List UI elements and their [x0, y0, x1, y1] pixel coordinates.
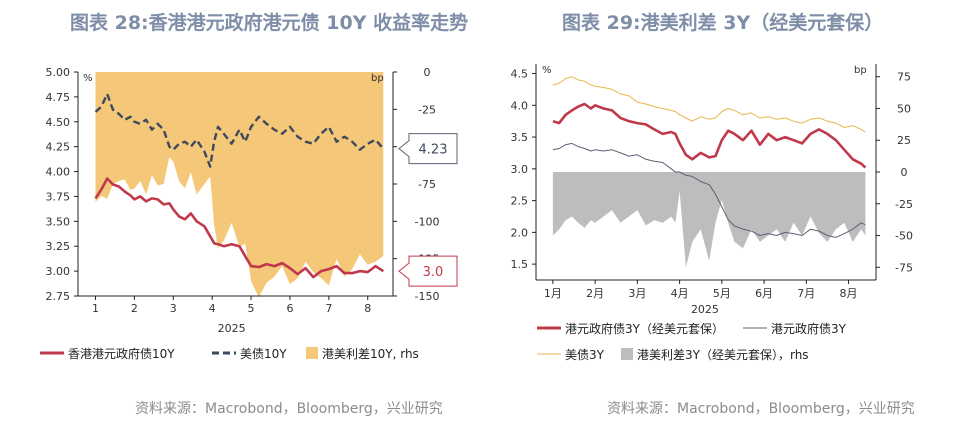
- x-tick-label: 3月: [628, 287, 646, 300]
- x-tick-label: 3: [170, 302, 177, 315]
- legend-spread-3y-swatch: [621, 348, 633, 360]
- spread-10y-area: [95, 72, 384, 298]
- hk-10y-callout-box: [398, 255, 458, 287]
- left-chart-title: 图表 28:香港港元政府港元债 10Y 收益率走势: [70, 12, 469, 34]
- spread-3y-area: [552, 172, 866, 268]
- right-chart-title: 图表 29:港美利差 3Y（经美元套保）: [562, 12, 884, 34]
- y-tick-label: 3.5: [511, 131, 529, 144]
- y2-tick-label: -25: [895, 198, 913, 211]
- y-tick-label: 4.25: [46, 141, 71, 154]
- x-tick-label: 6月: [755, 287, 773, 300]
- x-year-label: 2025: [218, 322, 246, 335]
- y2-tick-label: -100: [415, 215, 440, 228]
- y-tick-label: 3.0: [511, 163, 529, 176]
- right-chart: 4.5 4.0 3.5 3.0 2.5 2.0 1.5 75 50 25 0 -25 -50 -75% bp…: [511, 64, 913, 362]
- legend-spread-10y-label: 港美利差10Y, rhs: [322, 347, 419, 361]
- x-tick-label: 8: [364, 302, 371, 315]
- legend-us-10y-label: 美债10Y: [240, 347, 287, 361]
- y2-tick-label: -75: [418, 178, 436, 191]
- us-10y-callout-text: 4.23: [419, 143, 448, 158]
- legend-hk-10y-label: 香港港元政府债10Y: [68, 346, 175, 361]
- y2-unit-label: bp: [371, 73, 384, 84]
- y2-tick-label: 50: [897, 102, 911, 115]
- y-tick-label: 4.75: [46, 91, 71, 104]
- x-tick-label: 8月: [840, 287, 858, 300]
- x-tick-label: 1: [92, 302, 99, 315]
- x-tick-label: 5月: [713, 287, 731, 300]
- y-tick-label: 3.75: [46, 190, 71, 203]
- y-tick-label: 3.00: [46, 265, 71, 278]
- y-tick-label: 4.0: [511, 99, 529, 112]
- us-3y-line: [552, 76, 866, 133]
- x-tick-label: 5: [248, 302, 255, 315]
- y2-tick-label: -25: [418, 103, 436, 116]
- x-tick-label: 7: [325, 302, 332, 315]
- legend-hk-3y-hedged-label: 港元政府债3Y（经美元套保）: [565, 321, 724, 336]
- x-year-label: 2025: [691, 303, 719, 316]
- y2-tick-label: 0: [901, 166, 908, 179]
- y-tick-label: 4.5: [511, 68, 529, 81]
- x-tick-label: 2: [131, 302, 138, 315]
- legend-spread-3y-label: 港美利差3Y（经美元套保），rhs: [637, 348, 809, 362]
- y-tick-label: 2.0: [511, 226, 529, 239]
- left-source-note: 资料来源：Macrobond，Bloomberg，兴业研究: [135, 401, 443, 417]
- y-tick-label: 4.00: [46, 166, 71, 179]
- y2-tick-label: -50: [895, 230, 913, 243]
- y-tick-label: 1.5: [511, 258, 529, 271]
- y-tick-label: 4.50: [46, 116, 71, 129]
- y-tick-label: 5.00: [46, 66, 71, 79]
- y2-tick-label: 75: [897, 71, 911, 84]
- y-unit-label: %: [542, 65, 552, 76]
- hk-3y-line: [552, 142, 866, 238]
- y-tick-label: 3.25: [46, 240, 71, 253]
- legend-spread-10y-swatch: [306, 347, 318, 359]
- us-10y-callout-box: [398, 133, 458, 165]
- x-tick-label: 7月: [797, 287, 815, 300]
- y-tick-label: 2.5: [511, 195, 529, 208]
- x-tick-label: 6: [286, 302, 293, 315]
- y2-tick-label: -75: [895, 261, 913, 274]
- x-tick-label: 1月: [544, 287, 562, 300]
- y2-tick-label: 0: [424, 66, 431, 79]
- hk-10y-callout-text: 3.0: [423, 265, 444, 280]
- hk-10y-line: [94, 177, 385, 279]
- y-tick-label: 3.50: [46, 215, 71, 228]
- right-source-note: 资料来源：Macrobond，Bloomberg，兴业研究: [607, 401, 915, 417]
- legend-us-3y-label: 美债3Y: [565, 348, 605, 362]
- hk-3y-hedged-line: [552, 102, 867, 169]
- y-tick-label: 2.75: [46, 290, 71, 303]
- us-10y-line: [94, 92, 385, 168]
- x-tick-label: 2月: [586, 287, 604, 300]
- legend-hk-3y-label: 港元政府债3Y: [771, 321, 847, 336]
- left-chart: 5.004.754.504.254.003.753.503.253.002.75…: [40, 66, 458, 361]
- x-tick-label: 4月: [671, 287, 689, 300]
- x-tick-label: 4: [209, 302, 216, 315]
- y2-tick-label: -150: [415, 290, 440, 303]
- y2-unit-label: bp: [854, 65, 867, 76]
- y-unit-label: %: [83, 73, 93, 84]
- y2-tick-label: 25: [897, 134, 911, 147]
